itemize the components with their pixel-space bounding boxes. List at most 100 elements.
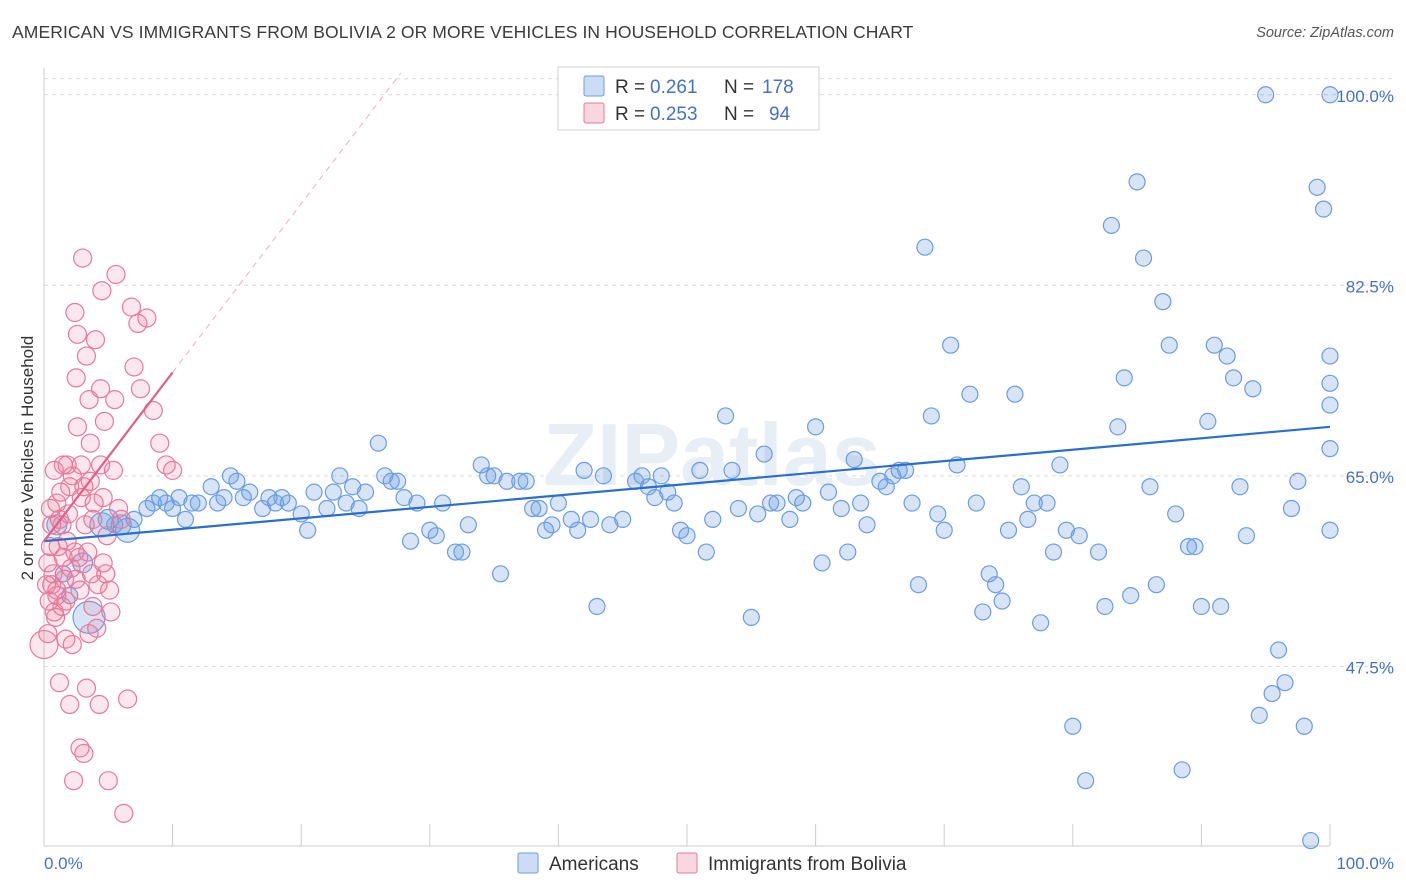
bolivia-point	[163, 460, 183, 480]
americans-point	[922, 407, 940, 425]
bolivia-point	[47, 585, 67, 606]
bolivia-point	[99, 580, 120, 600]
bolivia-point	[83, 596, 103, 617]
americans-point	[331, 467, 349, 485]
americans-point	[1282, 499, 1301, 518]
bolivia-point	[80, 433, 100, 453]
bolivia-point	[47, 493, 67, 513]
americans-point	[498, 472, 516, 490]
americans-point	[646, 489, 664, 507]
y-axis-label: 2 or more Vehicles in Household	[18, 336, 37, 581]
americans-point	[813, 554, 831, 572]
bolivia-point	[106, 264, 126, 285]
americans-point	[1051, 456, 1069, 474]
americans-point	[974, 603, 992, 621]
americans-point	[1295, 717, 1313, 735]
americans-point	[530, 499, 548, 518]
americans-point	[176, 510, 195, 528]
americans-point	[524, 499, 542, 518]
bolivia-point	[67, 324, 88, 344]
bolivia-point	[90, 379, 111, 399]
americans-point	[845, 450, 863, 469]
americans-point	[697, 543, 715, 561]
americans-point	[170, 489, 188, 507]
bolivia-point	[67, 417, 88, 437]
y-tick-label: 47.5%	[1346, 658, 1394, 677]
y-tick-label: 65.0%	[1346, 468, 1394, 487]
bolivia-point	[62, 634, 82, 655]
grid-lines	[44, 78, 1394, 667]
bolivia-point	[66, 569, 86, 589]
americans-point	[241, 483, 259, 501]
americans-point	[228, 472, 246, 490]
americans-point	[614, 510, 632, 528]
americans-point	[768, 494, 786, 512]
americans-point	[279, 494, 297, 512]
americans-point	[781, 510, 799, 528]
americans-point	[1160, 336, 1178, 354]
americans-point	[575, 461, 593, 479]
bolivia-point	[85, 330, 106, 350]
americans-point	[389, 472, 407, 490]
americans-point	[1167, 505, 1185, 523]
americans-point	[691, 461, 709, 479]
americans-point	[479, 467, 497, 485]
bolivia-point	[92, 281, 112, 301]
americans-point	[1019, 510, 1037, 528]
americans-point	[1089, 543, 1108, 561]
americans-point	[1321, 374, 1339, 392]
americans-point	[633, 467, 651, 485]
americans-point	[980, 565, 998, 583]
americans-point	[652, 467, 670, 485]
americans-point	[1096, 597, 1114, 616]
americans-point	[1109, 418, 1127, 436]
bolivia-point	[65, 542, 85, 562]
americans-point	[723, 461, 741, 479]
bolivia-point	[88, 575, 108, 595]
americans-point	[324, 483, 342, 501]
americans-point	[1006, 385, 1024, 403]
americans-point	[987, 576, 1005, 594]
americans-point	[665, 494, 683, 512]
bolivia-point	[70, 580, 90, 600]
americans-point	[594, 467, 613, 485]
axes	[43, 68, 1331, 847]
americans-point	[929, 505, 947, 523]
americans-point	[1321, 521, 1339, 539]
trend-line-bolivia	[43, 371, 174, 542]
americans-point	[299, 521, 317, 539]
bolivia-point	[121, 297, 142, 317]
bolivia-point	[40, 536, 61, 557]
americans-point	[794, 494, 812, 512]
bolivia-point	[124, 357, 144, 377]
americans-point	[1244, 380, 1262, 398]
americans-point	[562, 510, 580, 528]
americans-point	[369, 434, 387, 452]
legend-r-label: R =	[615, 104, 645, 125]
bolivia-point	[93, 488, 113, 508]
americans-point	[1321, 86, 1339, 104]
bolivia-point	[61, 558, 81, 578]
bolivia-point	[94, 411, 115, 431]
bolivia-point	[130, 379, 151, 399]
americans-point	[601, 516, 619, 534]
americans-point	[858, 516, 876, 534]
americans-point	[1179, 537, 1198, 556]
americans-point	[202, 478, 220, 496]
bolivia-point	[101, 602, 121, 622]
legend: R = 0.261 N = 178 R = 0.253 N = 94	[557, 66, 820, 131]
americans-point	[903, 494, 921, 512]
trend-lines	[43, 72, 1331, 543]
americans-point	[1321, 440, 1339, 458]
americans-point	[305, 483, 323, 501]
bolivia-point	[74, 743, 94, 764]
americans-point	[704, 510, 722, 528]
americans-point	[742, 608, 760, 626]
americans-point	[839, 543, 857, 561]
americans-point	[549, 494, 568, 512]
x-tick-label-min: 0.0%	[44, 854, 83, 873]
americans-point	[1134, 249, 1153, 267]
americans-point	[1102, 216, 1120, 235]
americans-point	[1289, 472, 1307, 490]
bolivia-point	[128, 313, 148, 334]
